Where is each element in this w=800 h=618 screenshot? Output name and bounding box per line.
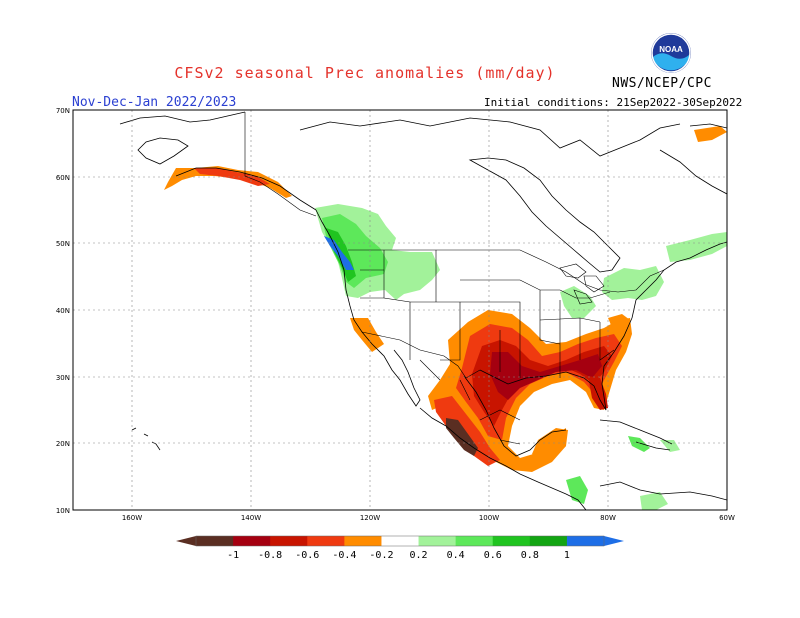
lat-labels: 70N 60N 50N 40N 30N 20N 10N [56, 107, 70, 515]
agency-label: NWS/NCEP/CPC [612, 76, 712, 91]
noaa-logo: NOAA [651, 33, 691, 73]
colorbar-segment [455, 536, 494, 546]
colorbar-label: 0.8 [521, 550, 539, 561]
border-alaska-canada [244, 112, 317, 217]
noaa-logo-text: NOAA [659, 45, 683, 54]
colorbar: -1 -0.8 -0.6 -0.4 -0.2 0.2 0.4 0.6 0.8 1 [176, 535, 624, 561]
colorbar-segment [233, 536, 271, 546]
lon-label-160w: 160W [122, 514, 142, 522]
colorbar-label: -0.6 [295, 550, 319, 561]
colorbar-segment [196, 536, 234, 546]
colorbar-left-arrow [176, 536, 196, 546]
colorbar-label: -0.2 [369, 550, 393, 561]
initial-conditions-label: Initial conditions: 21Sep2022-30Sep2022 [484, 96, 743, 109]
border-mexico-states [419, 359, 521, 445]
lat-label-50n: 50N [56, 240, 70, 248]
noaa-logo-wave [653, 53, 689, 71]
dry-region-northeast-corner [694, 126, 727, 142]
wet-region-labrador [666, 232, 727, 262]
lat-label-60n: 60N [56, 174, 70, 182]
dry-region-california [350, 318, 384, 352]
colorbar-label: -0.4 [332, 550, 356, 561]
wet-region-cuba [660, 440, 680, 452]
coastline-gulf [463, 317, 633, 457]
lat-label-70n: 70N [56, 107, 70, 115]
great-lakes [559, 263, 605, 305]
coastline-hawaii [131, 427, 161, 451]
border-us-mexico [361, 331, 481, 379]
coastlines [119, 111, 727, 510]
colorbar-segment [307, 536, 345, 546]
anomaly-fields [164, 126, 727, 510]
lat-label-30n: 30N [56, 374, 70, 382]
wet-region-caribbean [628, 436, 650, 452]
wet-region-pacific-nw-core [322, 214, 388, 288]
lon-labels: 160W 140W 120W 100W 80W 60W [122, 514, 735, 522]
colorbar-segment [566, 536, 605, 546]
map-frame [72, 109, 728, 511]
lon-label-80w: 80W [600, 514, 616, 522]
dry-region-mexico-pacific [434, 396, 500, 466]
lon-label-140w: 140W [241, 514, 261, 522]
dry-region-yucatan [532, 428, 568, 462]
colorbar-label: -1 [227, 550, 239, 561]
coastline-greenland [659, 123, 727, 195]
colorbar-label: 0.6 [484, 550, 502, 561]
lon-label-100w: 100W [479, 514, 499, 522]
dry-region-northeast-coast [608, 314, 630, 332]
colorbar-right-arrow [604, 536, 624, 546]
colorbar-segment [344, 536, 382, 546]
colorbar-segment [492, 536, 531, 546]
wet-region-northeast [602, 266, 664, 300]
colorbar-outline [195, 535, 605, 547]
dry-region-mexico-extreme [446, 418, 478, 456]
map-title: CFSv2 seasonal Prec anomalies (mm/day) [174, 64, 556, 82]
map-content [119, 111, 727, 510]
lon-label-60w: 60W [719, 514, 735, 522]
colorbar-label: 0.2 [410, 550, 428, 561]
noaa-logo-ring [651, 33, 691, 73]
wet-region-south-america [640, 492, 668, 510]
graticule [73, 110, 727, 510]
colorbar-segment [381, 536, 420, 546]
lat-label-10n: 10N [56, 507, 70, 515]
colorbar-segment [418, 536, 457, 546]
coastline-arctic [299, 117, 681, 273]
season-label: Nov-Dec-Jan 2022/2023 [72, 95, 237, 110]
lakes [559, 263, 605, 305]
dry-region-alaska-coast [164, 166, 292, 198]
dry-region-florida [588, 376, 608, 410]
wet-region-pacific-nw-coast [324, 236, 354, 270]
colorbar-label: 0.4 [447, 550, 465, 561]
coastline-cuba [599, 419, 673, 451]
border-states-1 [360, 250, 615, 378]
colorbar-segment [270, 536, 308, 546]
colorbar-label: -0.8 [258, 550, 282, 561]
coastline-south-america [599, 481, 727, 501]
colorbar-label: 1 [564, 550, 570, 561]
borders [244, 112, 665, 445]
lat-label-20n: 20N [56, 440, 70, 448]
coastline-east [631, 241, 727, 319]
lon-label-120w: 120W [360, 514, 380, 522]
border-us-canada [348, 249, 665, 293]
lat-label-40n: 40N [56, 307, 70, 315]
colorbar-segment [529, 536, 568, 546]
coastline-west [315, 209, 587, 510]
